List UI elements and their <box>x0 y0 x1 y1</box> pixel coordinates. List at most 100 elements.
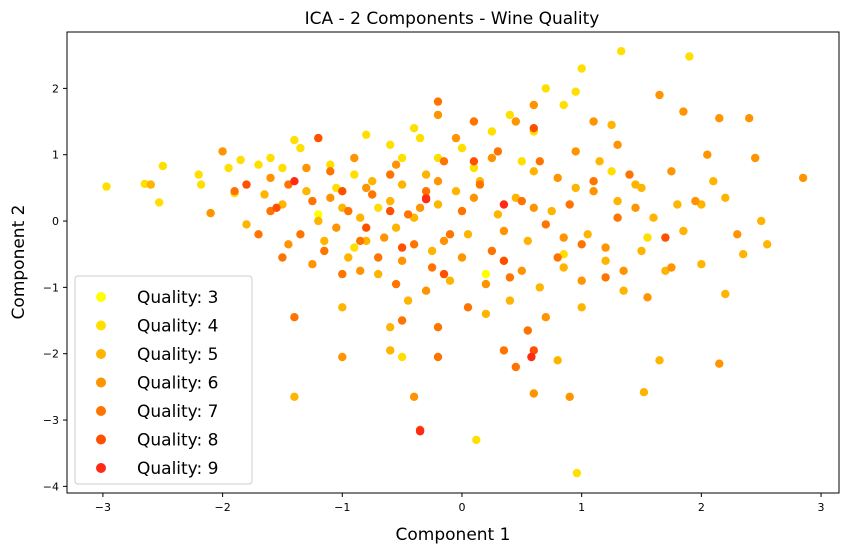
point-q7-8 <box>326 167 335 176</box>
point-q6-21 <box>481 279 491 289</box>
point-q4-30 <box>541 84 550 93</box>
point-q5-33 <box>559 263 568 272</box>
point-q4-20 <box>397 153 407 163</box>
point-q4-9 <box>254 160 263 169</box>
point-q5-34 <box>571 183 580 193</box>
point-q6-16 <box>433 177 443 186</box>
y-tick-label: −1 <box>43 281 59 294</box>
point-q6-54 <box>589 117 598 126</box>
point-q5-15 <box>397 180 407 189</box>
point-q5-19 <box>427 246 437 256</box>
point-q5-30 <box>529 167 538 176</box>
point-q8-12 <box>661 233 670 242</box>
point-q7-1 <box>254 230 263 239</box>
point-q6-23 <box>499 226 509 236</box>
point-q4-25 <box>469 163 479 173</box>
point-q5-52 <box>763 240 772 249</box>
point-q3-1 <box>481 269 491 279</box>
point-q5-40 <box>619 286 628 295</box>
point-q5-45 <box>673 200 682 209</box>
point-q4-41 <box>643 233 652 242</box>
point-q5-32 <box>547 206 556 216</box>
point-q6-7 <box>332 223 341 232</box>
point-q6-47 <box>798 173 808 183</box>
point-q5-9 <box>356 213 365 222</box>
point-q5-60 <box>607 120 616 130</box>
point-q7-37 <box>613 213 622 222</box>
point-q5-23 <box>463 230 473 239</box>
point-q6-4 <box>302 163 311 173</box>
point-q4-39 <box>472 435 481 445</box>
point-q5-2 <box>260 190 269 199</box>
x-tick-label: −1 <box>334 501 350 514</box>
legend-marker <box>96 349 106 359</box>
y-axis-ticks: −4 −3 −2 −1 0 1 2 <box>43 82 67 493</box>
point-q3-0 <box>314 210 323 219</box>
point-q7-26 <box>493 147 503 156</box>
point-q5-64 <box>338 303 347 312</box>
point-q5-31 <box>535 283 544 292</box>
point-q4-5 <box>196 180 206 189</box>
point-q6-45 <box>745 114 754 123</box>
point-q6-15 <box>421 286 431 295</box>
point-q5-49 <box>721 289 730 299</box>
point-q5-4 <box>302 187 311 196</box>
point-q9-0 <box>290 177 299 186</box>
point-q7-16 <box>403 210 413 219</box>
point-q6-50 <box>565 392 574 401</box>
plot-frame <box>66 31 840 494</box>
point-q6-43 <box>715 114 724 123</box>
point-q5-37 <box>595 157 604 166</box>
point-q6-31 <box>577 276 586 285</box>
point-q6-42 <box>703 150 712 159</box>
point-q4-32 <box>571 87 580 96</box>
point-q8-10 <box>529 124 538 133</box>
point-q7-44 <box>433 97 443 106</box>
point-q8-14 <box>386 206 395 216</box>
point-q6-39 <box>667 167 676 176</box>
point-q5-50 <box>739 250 748 259</box>
point-q6-27 <box>541 313 550 322</box>
y-tick-label: 1 <box>52 149 59 162</box>
point-q4-11 <box>278 163 287 173</box>
point-q6-53 <box>338 352 347 362</box>
x-tick-label: −2 <box>214 501 230 514</box>
point-q7-38 <box>290 313 299 322</box>
legend-marker <box>96 292 106 302</box>
point-q5-39 <box>613 196 622 206</box>
point-q6-34 <box>613 140 622 149</box>
x-tick-label: −3 <box>95 501 111 514</box>
point-q6-10 <box>362 183 371 193</box>
x-axis-ticks: −3 −2 −1 0 1 2 3 <box>95 493 825 514</box>
legend-label: Quality: 6 <box>137 374 218 394</box>
point-q5-61 <box>637 183 646 193</box>
y-tick-label: 0 <box>52 215 59 228</box>
point-q5-58 <box>505 296 515 305</box>
point-q5-10 <box>362 236 371 246</box>
point-q7-18 <box>421 187 431 196</box>
y-tick-label: −3 <box>43 414 59 427</box>
point-q6-5 <box>308 260 317 269</box>
point-q4-27 <box>505 110 515 120</box>
point-q9-1 <box>421 195 431 204</box>
point-q7-25 <box>487 246 497 256</box>
point-q7-0 <box>230 187 239 196</box>
point-q6-8 <box>350 153 359 163</box>
point-q7-6 <box>308 196 317 206</box>
point-q4-22 <box>415 133 425 143</box>
point-q5-51 <box>757 216 766 226</box>
point-q6-52 <box>409 392 419 401</box>
point-q6-36 <box>631 203 640 212</box>
point-q7-20 <box>439 157 449 166</box>
point-q6-32 <box>589 187 598 196</box>
point-q7-39 <box>397 316 407 325</box>
point-q7-9 <box>338 269 347 279</box>
point-q8-4 <box>362 223 371 232</box>
legend: Quality: 3 Quality: 4 Quality: 5 Quality: 6… <box>74 275 253 485</box>
point-q7-21 <box>445 230 455 239</box>
point-q5-42 <box>637 246 646 256</box>
legend-label: Quality: 8 <box>137 431 218 451</box>
y-tick-label: 2 <box>52 82 59 95</box>
point-q6-35 <box>619 266 628 275</box>
point-q6-37 <box>643 293 652 302</box>
